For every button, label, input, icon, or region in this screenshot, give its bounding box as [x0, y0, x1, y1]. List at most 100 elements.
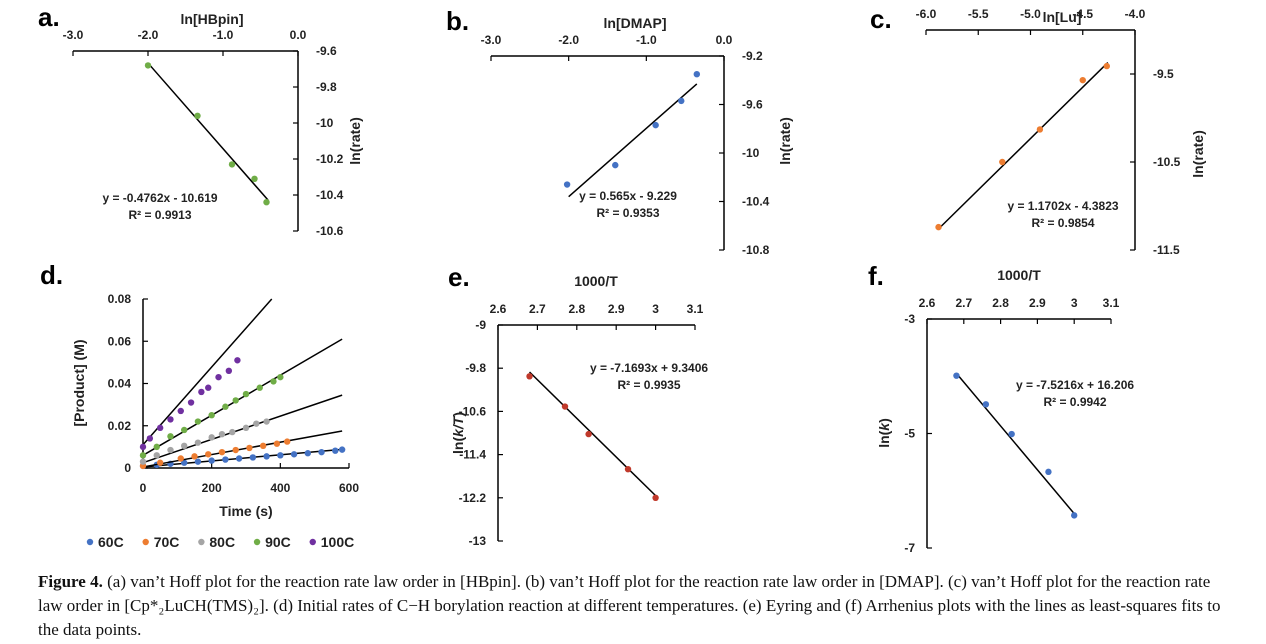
data-point [177, 407, 184, 415]
caption-label: Figure 4. [38, 572, 103, 591]
panel-label: e. [448, 262, 470, 292]
legend-label: 70C [154, 534, 180, 550]
x-tick-label: 2.9 [1029, 296, 1046, 310]
data-point [1045, 468, 1052, 476]
y-axis-title-part: ln( [450, 437, 466, 454]
data-point [194, 418, 202, 425]
data-point [181, 426, 188, 434]
data-point [290, 451, 298, 458]
data-point [259, 442, 267, 450]
data-point [1079, 76, 1086, 84]
data-point [277, 452, 284, 459]
panel-4: d. 0 200 400 600 0 0.02 0.04 0.06 0.08 Time (s) [Pr… [40, 260, 359, 550]
data-point [953, 372, 960, 379]
data-point [218, 431, 226, 438]
y-tick-label: -10.4 [742, 195, 770, 209]
y-axis-title-italic: k/T [450, 415, 466, 437]
x-tick-label: -3.0 [481, 33, 502, 47]
x-tick-label: 3 [652, 302, 659, 316]
x-tick-label: -2.0 [138, 28, 159, 42]
x-axis-title: 1000/T [574, 273, 618, 289]
y-axis-title: ln(k) [876, 418, 892, 448]
legend-swatch [198, 538, 205, 546]
data-point [563, 181, 571, 188]
x-tick-label: 3.1 [687, 302, 704, 316]
x-axis-title: 1000/T [997, 267, 1041, 283]
data-point [263, 453, 270, 460]
x-tick-label: -2.0 [558, 33, 579, 47]
data-point [561, 403, 569, 410]
data-point [612, 161, 619, 169]
y-axis-title-part: ) [876, 418, 892, 423]
y-axis-title: ln(rate) [347, 117, 363, 164]
panel-5: e. 2.6 2.7 2.8 2.9 3 3.1 -9 -9.8 -10.6 -11.4 -12.2 -… [448, 262, 708, 548]
fit-r-squared: R² = 0.9353 [596, 206, 659, 220]
data-point [222, 456, 229, 463]
data-point [246, 444, 253, 452]
data-point [167, 433, 174, 440]
fit-r-squared: R² = 0.9942 [1043, 395, 1106, 409]
panel-1: a.-3.0 -2.0 -1.0 0.0 -9.6 -9.8 -10 -10.2 -10.4 -1… [38, 2, 363, 238]
y-axis-title-italic: k [876, 422, 892, 431]
y-tick-label: 0.02 [108, 419, 132, 433]
caption-text: (a) van’t Hoff plot for the reaction rat… [38, 572, 1221, 639]
data-point [1103, 62, 1110, 70]
data-point [181, 442, 188, 450]
y-tick-label: 0.04 [108, 377, 132, 391]
data-point [205, 451, 212, 458]
y-tick-label: -9.2 [742, 49, 763, 63]
x-tick-label: 3.1 [1103, 296, 1120, 310]
data-point [208, 411, 215, 419]
y-tick-label: -9.6 [316, 44, 337, 58]
y-tick-label: -10.4 [316, 188, 344, 202]
y-axis-title-part: ln( [876, 430, 892, 447]
legend-label: 60C [98, 534, 124, 550]
data-point [208, 457, 215, 464]
fit-equation: y = -7.5216x + 16.206 [1016, 378, 1134, 392]
data-point [263, 418, 270, 425]
x-tick-label: -6.0 [916, 7, 937, 21]
x-tick-label: -1.0 [636, 33, 657, 47]
y-tick-label: -11.5 [1153, 243, 1180, 257]
fit-equation: y = -7.1693x + 9.3406 [590, 361, 708, 375]
fit-equation: y = -0.4762x - 10.619 [102, 191, 217, 205]
data-point [156, 459, 164, 466]
data-point [526, 373, 533, 380]
data-point [585, 430, 592, 438]
legend-swatch [253, 538, 261, 546]
legend-label: 90C [265, 534, 291, 550]
data-point [332, 447, 339, 454]
data-point [181, 459, 188, 466]
data-point [167, 416, 174, 423]
y-tick-label: -10.8 [742, 243, 770, 257]
legend-label: 100C [321, 534, 354, 550]
y-axis-title: ln(k/T) [450, 412, 466, 454]
fit-line [142, 394, 343, 464]
data-point [229, 428, 236, 436]
data-point [222, 403, 229, 410]
data-point [225, 367, 233, 375]
data-point [935, 223, 942, 231]
y-tick-label: -10.6 [459, 404, 487, 418]
panel-label: b. [446, 6, 469, 36]
y-tick-label: -10 [316, 116, 334, 130]
y-axis-title: [Product] (M) [71, 339, 87, 426]
data-point [177, 455, 184, 462]
data-point [218, 448, 226, 456]
data-point [1071, 512, 1078, 519]
data-point [624, 465, 632, 473]
y-tick-label: -13 [469, 534, 487, 548]
data-point [191, 453, 198, 460]
figure-caption: Figure 4. (a) van’t Hoff plot for the re… [38, 570, 1238, 642]
y-tick-label: -9.8 [316, 80, 337, 94]
y-tick-label: -3 [904, 312, 915, 326]
data-point [208, 434, 215, 441]
legend-swatch [86, 538, 94, 546]
x-tick-label: 2.8 [568, 302, 585, 316]
data-point [1008, 430, 1015, 438]
fit-equation: y = 0.565x - 9.229 [579, 189, 677, 203]
y-axis-title: ln(rate) [777, 117, 793, 164]
data-point [318, 448, 325, 456]
x-tick-label: 0.0 [716, 33, 733, 47]
fit-r-squared: R² = 0.9935 [617, 378, 680, 392]
